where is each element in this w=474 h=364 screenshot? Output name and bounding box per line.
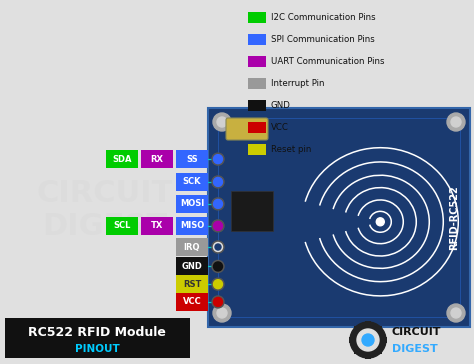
- Text: IRQ: IRQ: [184, 242, 200, 252]
- Circle shape: [213, 280, 222, 289]
- Circle shape: [212, 176, 224, 188]
- Text: Interrupt Pin: Interrupt Pin: [271, 79, 325, 88]
- Circle shape: [217, 117, 227, 127]
- Bar: [248, 78, 266, 89]
- Text: GND: GND: [182, 262, 202, 271]
- Bar: [248, 122, 266, 133]
- Text: SPI Communication Pins: SPI Communication Pins: [271, 35, 375, 44]
- Text: CIRCUIT: CIRCUIT: [392, 327, 441, 337]
- Circle shape: [350, 322, 386, 358]
- Text: TX: TX: [151, 221, 163, 230]
- Bar: [176, 238, 208, 256]
- Bar: [376, 326, 383, 332]
- Bar: [365, 321, 371, 327]
- Circle shape: [213, 221, 222, 230]
- Circle shape: [212, 241, 224, 253]
- Bar: [381, 337, 387, 343]
- Circle shape: [212, 296, 224, 308]
- Text: DIGEST: DIGEST: [392, 344, 438, 354]
- Circle shape: [212, 153, 224, 165]
- Circle shape: [213, 242, 222, 252]
- Bar: [176, 275, 208, 293]
- Circle shape: [212, 220, 224, 232]
- Text: UART Communication Pins: UART Communication Pins: [271, 57, 384, 66]
- Text: I2C Communication Pins: I2C Communication Pins: [271, 13, 375, 22]
- Circle shape: [213, 199, 222, 209]
- Text: VCC: VCC: [271, 123, 289, 132]
- Circle shape: [213, 155, 222, 164]
- Text: RFID-RC522: RFID-RC522: [449, 185, 459, 250]
- Text: SCL: SCL: [113, 221, 131, 230]
- Circle shape: [447, 113, 465, 131]
- Bar: [354, 326, 360, 332]
- Circle shape: [447, 304, 465, 322]
- Bar: [176, 257, 208, 276]
- Bar: [106, 150, 138, 168]
- Circle shape: [357, 329, 379, 351]
- Bar: [365, 353, 371, 359]
- Bar: [5, 318, 190, 358]
- Bar: [141, 150, 173, 168]
- Circle shape: [451, 117, 461, 127]
- Bar: [349, 337, 355, 343]
- Bar: [176, 195, 208, 213]
- Bar: [176, 293, 208, 311]
- Text: SCK: SCK: [183, 177, 201, 186]
- Text: PINOUT: PINOUT: [74, 344, 119, 354]
- Bar: [248, 34, 266, 45]
- Text: VCC: VCC: [182, 297, 201, 306]
- Bar: [176, 150, 208, 168]
- Circle shape: [213, 297, 222, 306]
- Text: MISO: MISO: [180, 221, 204, 230]
- Circle shape: [213, 113, 231, 131]
- Circle shape: [212, 260, 224, 272]
- Circle shape: [362, 334, 374, 346]
- Bar: [248, 56, 266, 67]
- Circle shape: [212, 198, 224, 210]
- Bar: [248, 144, 266, 155]
- Circle shape: [376, 218, 384, 226]
- Bar: [248, 12, 266, 23]
- FancyBboxPatch shape: [226, 118, 268, 140]
- Bar: [248, 100, 266, 111]
- Text: SS: SS: [186, 155, 198, 164]
- Circle shape: [213, 262, 222, 271]
- Text: GND: GND: [271, 101, 291, 110]
- Text: RX: RX: [151, 155, 164, 164]
- Bar: [176, 173, 208, 191]
- Circle shape: [213, 177, 222, 186]
- Circle shape: [217, 308, 227, 318]
- Circle shape: [213, 304, 231, 322]
- Bar: [106, 217, 138, 235]
- Circle shape: [215, 244, 221, 250]
- Bar: [354, 348, 360, 354]
- Text: SDA: SDA: [112, 155, 132, 164]
- FancyBboxPatch shape: [208, 108, 470, 327]
- Text: RST: RST: [183, 280, 201, 289]
- Text: Reset pin: Reset pin: [271, 145, 311, 154]
- Text: CIRCUIT
DIGEST: CIRCUIT DIGEST: [37, 179, 173, 241]
- Circle shape: [212, 278, 224, 290]
- Bar: [376, 348, 383, 354]
- Bar: [176, 217, 208, 235]
- Text: MOSI: MOSI: [180, 199, 204, 209]
- Bar: [218, 118, 460, 317]
- Circle shape: [451, 308, 461, 318]
- FancyBboxPatch shape: [231, 191, 273, 231]
- Bar: [141, 217, 173, 235]
- Text: RC522 RFID Module: RC522 RFID Module: [28, 327, 166, 340]
